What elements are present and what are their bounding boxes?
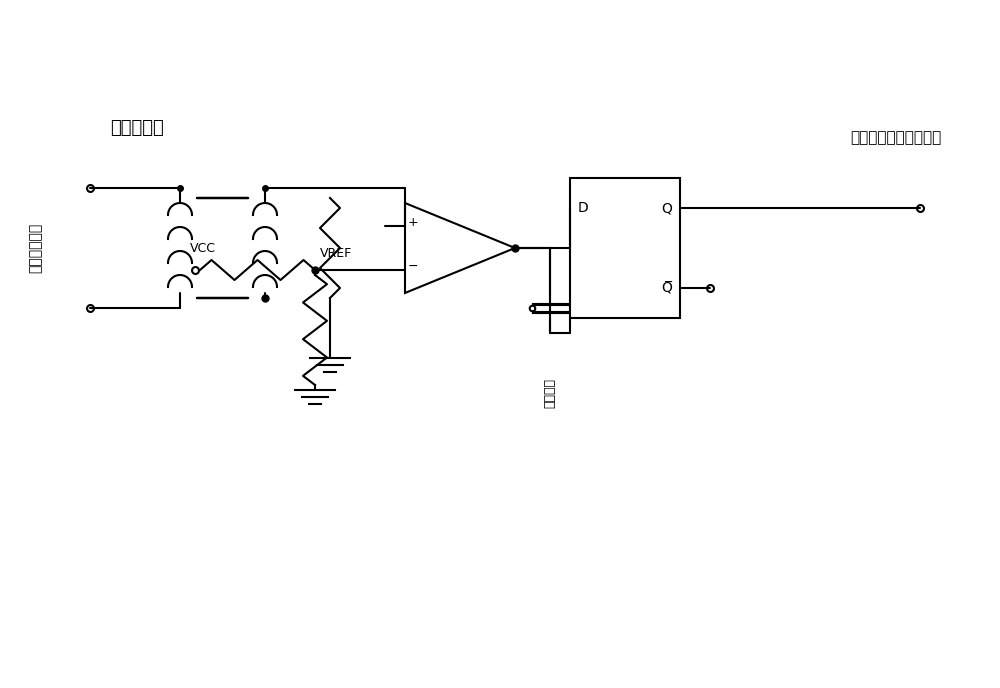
- Bar: [570, 178, 680, 318]
- Text: 原端电流采样: 原端电流采样: [28, 223, 42, 273]
- Text: VCC: VCC: [190, 242, 216, 255]
- Text: +: +: [408, 215, 418, 228]
- Text: −: −: [408, 259, 418, 272]
- Text: 驱动信号: 驱动信号: [544, 378, 556, 408]
- Text: 电流互感器: 电流互感器: [110, 119, 164, 137]
- Text: Q̅: Q̅: [661, 281, 672, 295]
- Text: Q: Q: [661, 201, 672, 215]
- Text: 驱动信号（逐波限流）: 驱动信号（逐波限流）: [850, 131, 941, 145]
- Text: D: D: [578, 201, 589, 215]
- Text: VREF: VREF: [320, 247, 352, 260]
